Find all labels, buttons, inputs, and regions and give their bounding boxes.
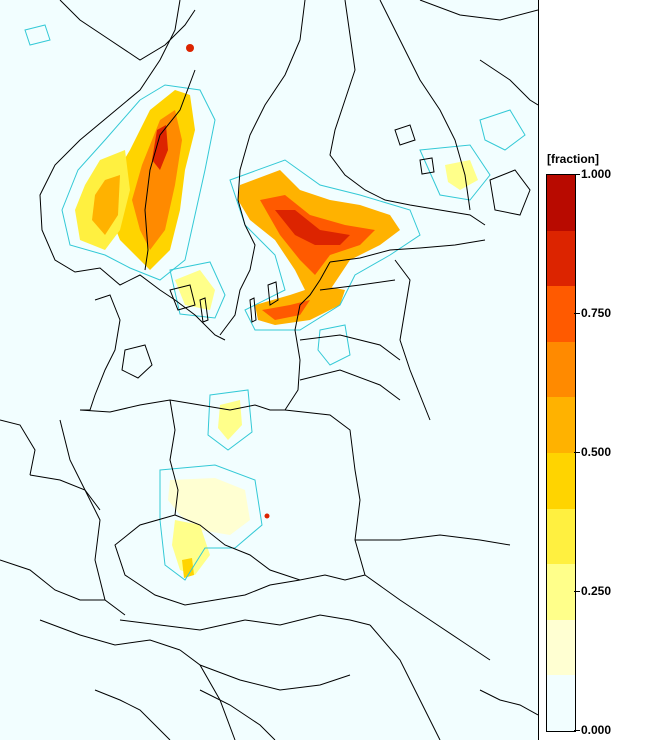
- border-latvia-lithuania: [299, 334, 401, 361]
- border-belarus-ukraine: [355, 534, 511, 546]
- border-poland-czechia: [174, 514, 366, 581]
- fraction-area-finland-east: [445, 160, 478, 190]
- border-germany-poland: [169, 399, 179, 516]
- border-romania-south: [369, 624, 441, 740]
- border-hungary-south: [199, 664, 351, 691]
- border-slovenia-croatia: [179, 649, 236, 740]
- border-czechia-south: [214, 579, 301, 601]
- border-benelux: [29, 474, 101, 511]
- legend-label: 0.500: [581, 445, 612, 459]
- coastline-norway-north: [59, 0, 196, 61]
- map-canvas: [0, 0, 538, 740]
- fraction-area-scandes-core: [132, 110, 182, 250]
- legend-swatch: [547, 453, 575, 509]
- legend-tick: [574, 313, 580, 314]
- coastline-bothnia-west: [219, 0, 306, 336]
- legend-label: 0.250: [581, 584, 612, 598]
- coastline-white-sea: [479, 59, 538, 106]
- border-baltics-russia: [394, 259, 431, 421]
- legend-tick: [574, 174, 580, 175]
- border-czechia-west: [114, 514, 216, 606]
- snow-fraction-map: [0, 0, 539, 740]
- contour-layer: [24, 24, 526, 581]
- legend-swatch: [547, 508, 575, 565]
- border-austria: [119, 619, 246, 631]
- fraction-spot-poland: [264, 513, 270, 519]
- lake-finland-a: [394, 124, 416, 146]
- lake-finland-b: [419, 157, 435, 175]
- color-legend: [fraction] 1.000 0.750 0.500 0.250 0.000: [540, 150, 669, 740]
- legend-label: 0.750: [581, 306, 612, 320]
- fraction-field-layer: [75, 44, 478, 578]
- legend-swatch: [547, 564, 575, 621]
- legend-swatch: [547, 397, 575, 454]
- border-alps: [39, 619, 181, 651]
- fraction-area-sudetes: [172, 520, 210, 575]
- border-lithuania-belarus: [299, 369, 401, 401]
- legend-label: 1.000: [581, 167, 612, 181]
- coastline-north-sea: [0, 419, 36, 476]
- coastline-south-baltic: [79, 399, 285, 413]
- legend-tick: [574, 591, 580, 592]
- legend-title: [fraction]: [547, 152, 599, 166]
- island-gotland: [267, 281, 279, 306]
- border-norway-sweden: [144, 69, 196, 271]
- lake-vanern: [169, 284, 196, 311]
- legend-color-bar: [546, 174, 576, 732]
- lake-vattern: [199, 297, 209, 323]
- legend-swatch: [547, 675, 575, 732]
- legend-swatch: [547, 230, 575, 287]
- coastline-border-layer: [0, 0, 538, 740]
- coastline-kola: [419, 0, 538, 21]
- border-romania: [364, 574, 491, 661]
- fraction-area-scandes-peak: [152, 125, 168, 170]
- border-france-switzerland: [0, 559, 126, 616]
- fraction-area-poland-north: [218, 400, 242, 440]
- legend-swatch: [547, 619, 575, 676]
- border-germany-west: [59, 419, 106, 601]
- coastline-denmark: [80, 294, 121, 411]
- legend-label: 0.000: [581, 723, 612, 737]
- coastline-bothnia-east: [329, 0, 386, 201]
- fraction-spot-north: [186, 44, 194, 52]
- coastline-baltic-east: [284, 261, 331, 411]
- border-slovakia-hungary: [244, 614, 371, 626]
- fraction-area-norway-inner: [92, 175, 120, 235]
- coastline-scandinavia-west: [39, 0, 226, 341]
- legend-tick: [574, 452, 580, 453]
- coastline-black-sea: [479, 689, 538, 716]
- border-estonia-latvia: [319, 279, 396, 291]
- legend-swatch: [547, 175, 575, 231]
- fraction-area-sudetes-core: [182, 558, 194, 578]
- coastline-adriatic: [199, 689, 276, 740]
- border-poland-east: [284, 409, 366, 576]
- coastline-italy: [94, 689, 171, 740]
- legend-swatch: [547, 341, 575, 398]
- coastline-gulf-finland-south: [329, 239, 486, 263]
- border-finland-russia: [379, 0, 471, 211]
- legend-tick: [574, 730, 580, 731]
- island-oland: [249, 297, 257, 323]
- island-zealand: [121, 344, 153, 379]
- fraction-area-baltic-peak: [275, 210, 350, 245]
- legend-swatch: [547, 286, 575, 343]
- coastline-gulf-finland-north: [384, 199, 486, 226]
- lake-ladoga: [489, 169, 531, 216]
